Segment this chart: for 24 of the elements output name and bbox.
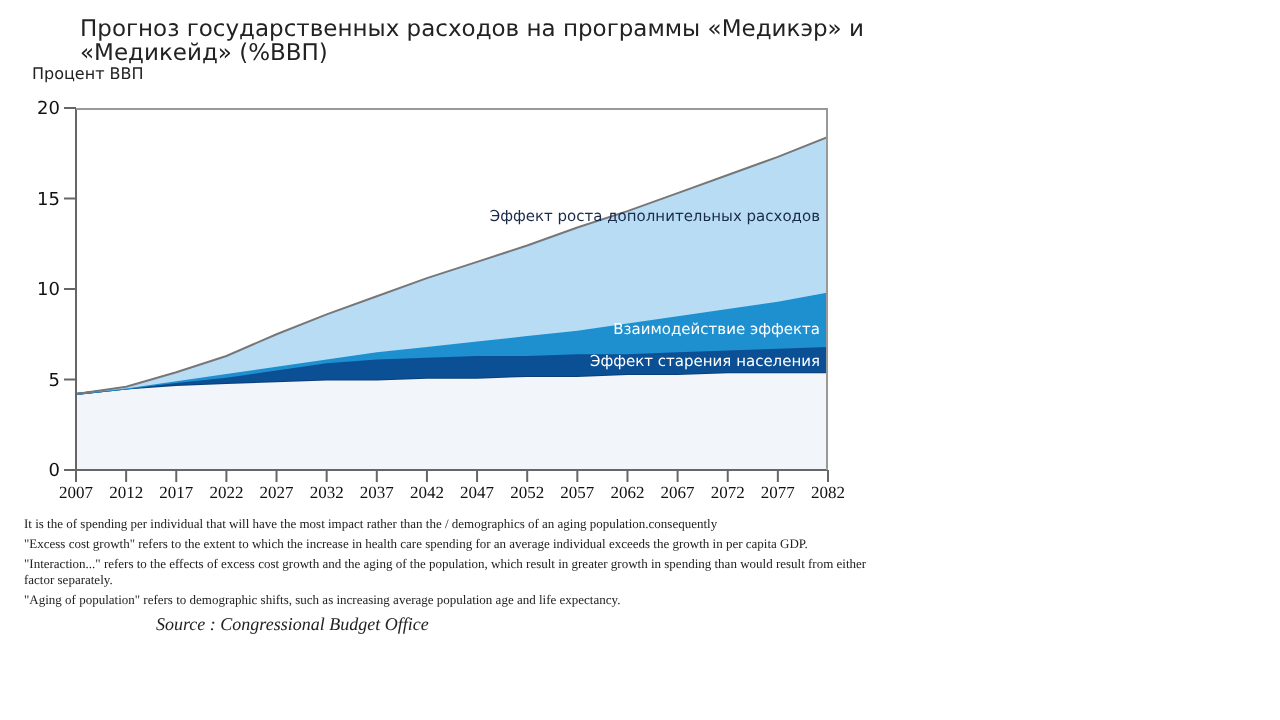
x-tick-label: 2037 — [359, 482, 394, 503]
x-tick-label: 2077 — [760, 482, 795, 503]
x-tick-label: 2027 — [259, 482, 294, 503]
x-tick-label: 2082 — [811, 482, 845, 503]
x-tick-label: 2072 — [710, 482, 745, 503]
y-tick-label: 15 — [37, 190, 60, 211]
y-tick-label: 5 — [48, 371, 60, 392]
y-tick-label: 0 — [48, 462, 61, 483]
y-tick-label: 20 — [37, 100, 61, 121]
x-tick-label: 2022 — [209, 482, 244, 503]
x-tick-label: 2017 — [159, 482, 194, 503]
x-tick-label: 2007 — [59, 482, 93, 503]
x-tick-label: 2047 — [460, 482, 495, 503]
chart-title: Прогноз государственных расходов на программы «Медикэр» и «Медикейд» (%ВВП) — [78, 14, 866, 66]
y-tick-label: 10 — [37, 281, 61, 302]
x-tick-label: 2062 — [610, 482, 645, 503]
x-tick-label: 2067 — [660, 482, 695, 503]
x-tick-label: 2052 — [510, 482, 545, 503]
x-tick-label: 2057 — [560, 482, 595, 503]
x-tick-label: 2042 — [409, 482, 444, 503]
x-tick-label: 2032 — [309, 482, 344, 503]
source-note: Source : Congressional Budget Office — [154, 614, 431, 634]
x-tick-label: 2012 — [109, 482, 144, 503]
y-axis-title: Процент ВВП — [32, 65, 144, 84]
